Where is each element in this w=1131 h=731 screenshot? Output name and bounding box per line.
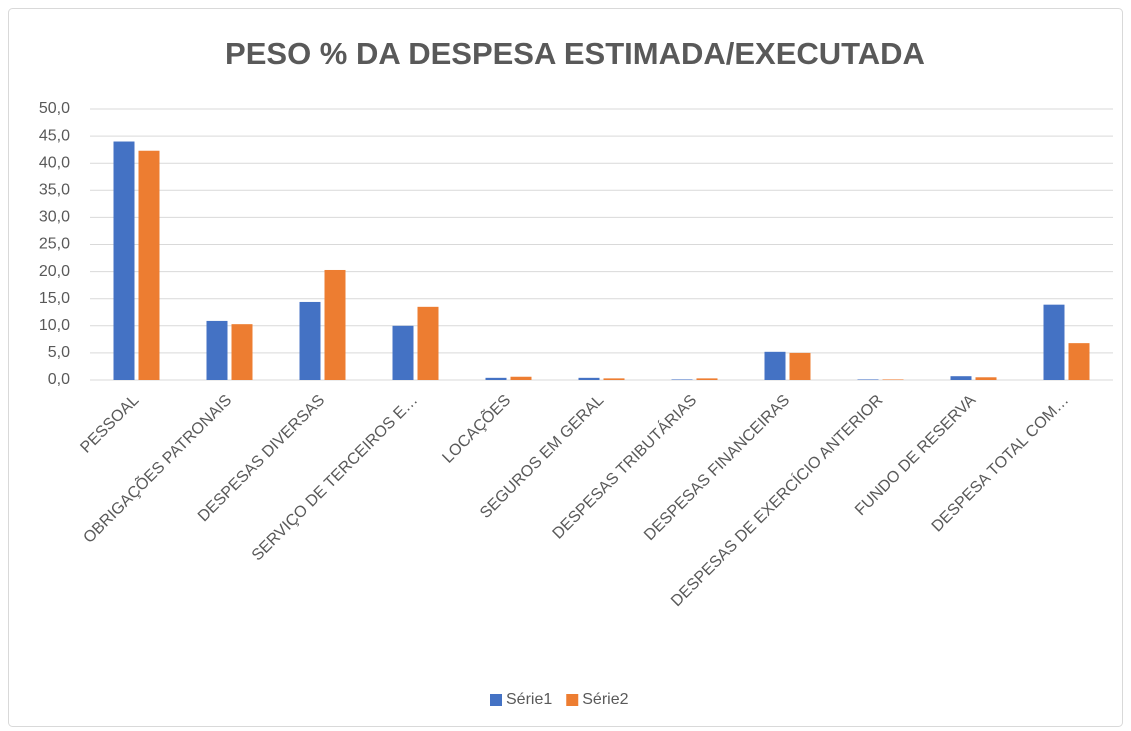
bar [206,320,228,380]
y-tick-label: 45,0 [39,127,70,144]
bar [324,269,346,380]
bar [1043,304,1065,380]
y-tick-label: 15,0 [39,290,70,307]
y-tick-label: 0,0 [48,371,70,388]
bar [764,351,786,380]
legend-label: Série1 [506,691,552,708]
y-tick-label: 25,0 [39,236,70,253]
bar [510,376,532,380]
y-tick-label: 10,0 [39,317,70,334]
y-tick-label: 50,0 [39,100,70,117]
chart-title: PESO % DA DESPESA ESTIMADA/EXECUTADA [225,36,925,71]
bar [417,306,439,380]
bar [485,377,507,380]
y-tick-label: 35,0 [39,182,70,199]
bar [113,141,135,380]
bar [578,377,600,380]
bar [299,301,321,380]
bar [882,379,904,380]
bar [1068,343,1090,380]
chart-frame [8,8,1123,727]
bar [392,325,414,380]
bar [696,378,718,380]
y-tick-label: 30,0 [39,209,70,226]
y-tick-label: 40,0 [39,154,70,171]
legend-label: Série2 [582,691,628,708]
bar [671,379,693,380]
bar [975,377,997,380]
bar [950,376,972,380]
legend-swatch [566,694,579,706]
y-tick-label: 20,0 [39,263,70,280]
bar [789,352,811,380]
bar [231,324,253,380]
legend-swatch [490,694,502,706]
bar [857,379,879,380]
bar [603,378,625,380]
y-tick-label: 5,0 [48,344,70,361]
bar [138,150,160,380]
